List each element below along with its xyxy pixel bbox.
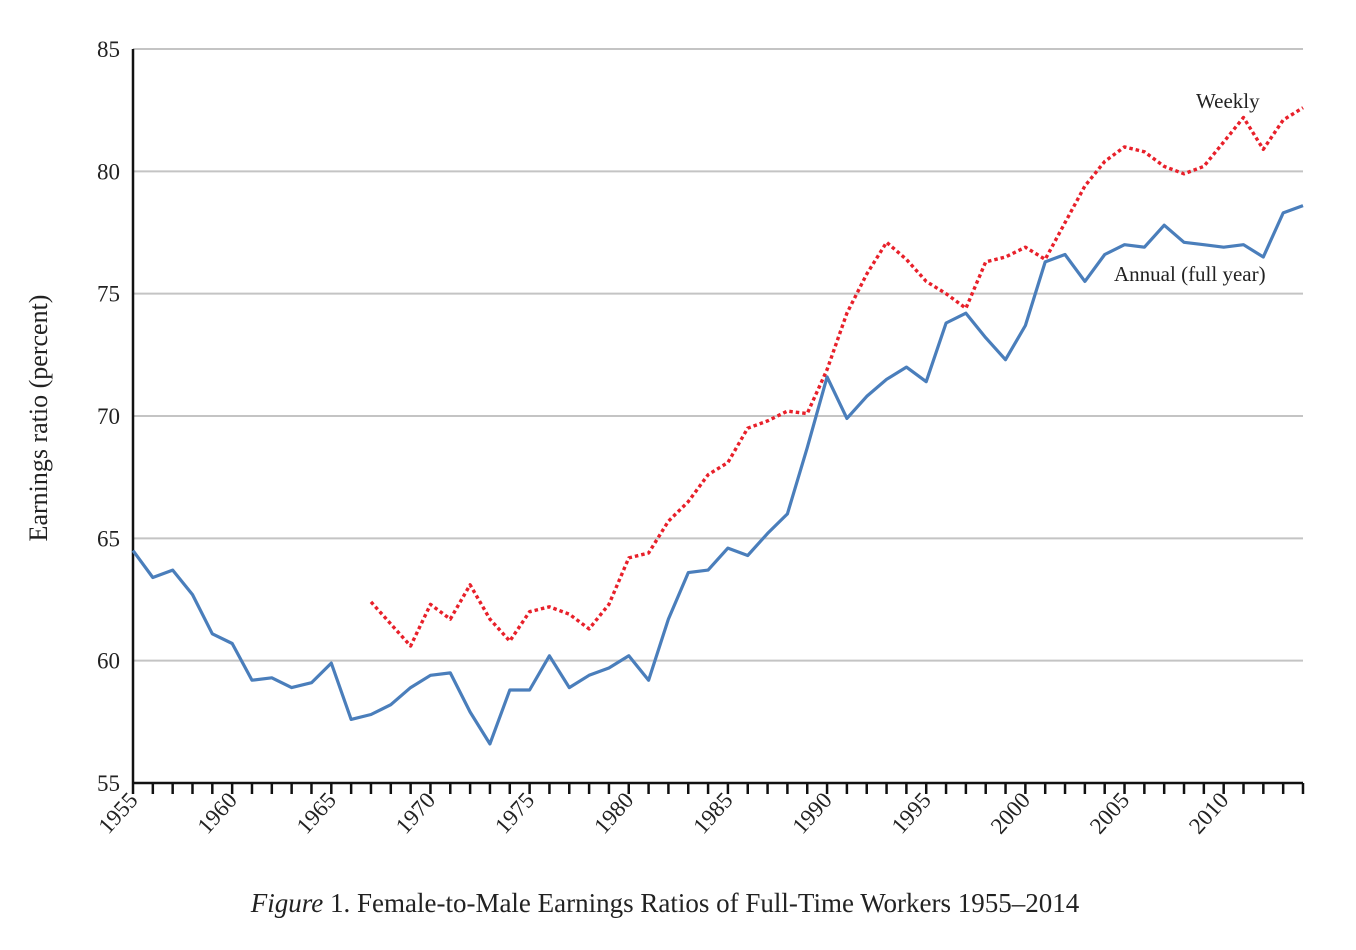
x-tick-label-1975: 1975 (490, 788, 539, 839)
data-series (131, 106, 1304, 746)
y-tick-label-65: 65 (97, 526, 120, 551)
figure-caption-word: Figure (250, 888, 324, 918)
axes (131, 49, 1303, 785)
x-tick-label-2010: 2010 (1184, 788, 1233, 839)
y-axis-label: Earnings ratio (percent) (24, 295, 53, 542)
x-ticks: 1955 1960 1965 1970 1975 1980 1985 1990 1995 2000… (93, 783, 1305, 839)
x-tick-label-1995: 1995 (887, 788, 936, 839)
x-tick-label-2005: 2005 (1085, 788, 1134, 839)
y-tick-label-85: 85 (97, 37, 120, 62)
y-tick-label-60: 60 (97, 649, 120, 674)
y-tick-label-80: 80 (97, 159, 120, 184)
gridlines (133, 48, 1303, 662)
x-tick-label-1980: 1980 (589, 788, 638, 839)
weekly-series-label: Weekly (1196, 89, 1260, 113)
y-tick-label-70: 70 (97, 404, 120, 429)
x-tick-label-1990: 1990 (787, 788, 836, 839)
x-tick-label-1960: 1960 (193, 788, 242, 839)
y-tick-labels: 55 60 65 70 75 80 85 (97, 37, 120, 796)
x-tick-label-1965: 1965 (292, 788, 341, 839)
x-tick-label-2000: 2000 (986, 788, 1035, 839)
figure-caption: Figure 1. Female-to-Male Earnings Ratios… (0, 888, 1330, 919)
x-tick-label-1970: 1970 (391, 788, 440, 839)
y-tick-label-55: 55 (97, 771, 120, 796)
annual-series-label: Annual (full year) (1114, 262, 1266, 286)
annual-series-line (131, 204, 1304, 746)
y-tick-label-75: 75 (97, 282, 120, 307)
weekly-series-line (369, 106, 1304, 648)
figure-caption-text: 1. Female-to-Male Earnings Ratios of Ful… (323, 888, 1080, 918)
x-tick-label-1985: 1985 (688, 788, 737, 839)
